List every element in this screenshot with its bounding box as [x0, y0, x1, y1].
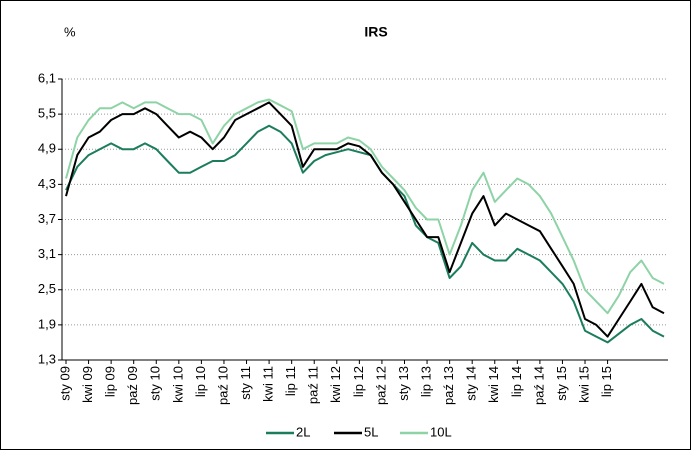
x-tick-label: lip 13: [418, 366, 433, 397]
x-tick-label: paź 13: [441, 366, 456, 405]
x-tick-label: kwi 10: [170, 366, 185, 403]
y-tick-label: 2,5: [38, 281, 56, 296]
x-tick-label: kwi 11: [261, 366, 276, 402]
x-tick-label: kwi 09: [80, 366, 95, 403]
y-tick-label: 4,9: [38, 141, 56, 156]
x-tick-label: kwi 12: [328, 366, 343, 403]
x-tick-label: paź 12: [373, 366, 388, 405]
x-tick-label: sty 09: [57, 366, 72, 401]
x-tick-label: lip 12: [351, 366, 366, 397]
x-tick-label: sty 10: [148, 366, 163, 401]
x-tick-label: paź 11: [306, 366, 321, 404]
x-tick-label: paź 09: [125, 366, 140, 405]
y-tick-label: 1,3: [38, 351, 56, 366]
series-line: [65, 124, 665, 344]
legend-label: 5L: [364, 424, 378, 439]
chart-title: IRS: [364, 24, 387, 40]
x-tick-label: sty 13: [396, 366, 411, 401]
y-tick-label: 4,3: [38, 176, 56, 191]
x-tick-label: sty 11: [238, 366, 253, 400]
x-tick-label: lip 10: [193, 366, 208, 397]
x-tick-label: lip 15: [599, 366, 614, 397]
legend-label: 10L: [430, 424, 452, 439]
y-tick-label: 3,1: [38, 246, 56, 261]
x-tick-label: lip 11: [283, 366, 298, 396]
x-tick-label: sty 15: [554, 366, 569, 401]
legend-label: 2L: [296, 424, 310, 439]
x-tick-label: sty 14: [464, 366, 479, 401]
y-axis-label: %: [64, 24, 76, 39]
x-tick-label: kwi 14: [486, 366, 501, 403]
x-tick-label: paź 10: [215, 366, 230, 405]
series-line: [65, 101, 665, 338]
y-tick-label: 3,7: [38, 211, 56, 226]
y-tick-label: 5,5: [38, 106, 56, 121]
series-line: [65, 98, 665, 315]
x-tick-label: paź 14: [531, 366, 546, 405]
y-tick-label: 1,9: [38, 316, 56, 331]
x-tick-label: lip 14: [509, 366, 524, 397]
y-tick-label: 6,1: [38, 70, 56, 85]
x-tick-label: kwi 15: [576, 366, 591, 403]
x-tick-label: lip 09: [103, 366, 118, 397]
